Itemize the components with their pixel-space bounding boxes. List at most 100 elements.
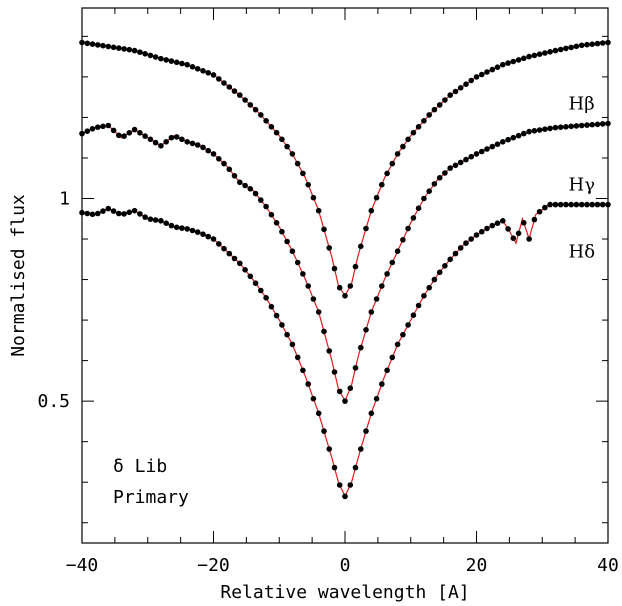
observed-point	[210, 236, 217, 242]
observed-point	[442, 263, 448, 269]
observed-point	[284, 238, 290, 245]
observed-point	[158, 218, 164, 224]
observed-point	[258, 197, 264, 203]
observed-point	[289, 248, 296, 254]
observed-point	[131, 207, 138, 214]
observed-point	[200, 144, 206, 151]
observed-point	[163, 57, 169, 63]
observed-point	[489, 66, 496, 73]
observed-point	[463, 81, 469, 87]
observed-point	[473, 232, 480, 238]
observed-point	[547, 49, 553, 55]
observed-point	[273, 220, 280, 226]
observed-point	[95, 210, 101, 217]
axis-ticks	[81, 8, 609, 543]
observed-point	[515, 132, 522, 139]
observed-point	[147, 52, 154, 59]
observed-point	[468, 77, 475, 84]
observed-point	[79, 39, 85, 46]
observed-point	[226, 166, 233, 173]
observed-point	[426, 112, 433, 118]
observed-point	[494, 220, 501, 226]
observed-point	[389, 160, 396, 167]
observed-point	[452, 162, 459, 169]
observed-point	[363, 428, 369, 434]
observed-point	[184, 61, 190, 68]
observed-point	[147, 216, 154, 222]
observed-point	[552, 124, 559, 131]
observed-point	[589, 41, 595, 47]
observed-point	[368, 410, 375, 417]
observed-point	[526, 53, 532, 60]
observed-point	[442, 97, 448, 103]
observed-point	[479, 71, 485, 78]
observed-point	[242, 267, 248, 273]
model-curve	[81, 122, 609, 403]
observed-point	[547, 125, 553, 132]
observed-point	[394, 248, 401, 254]
observed-point	[189, 227, 196, 234]
observed-point	[557, 46, 564, 53]
observed-point	[347, 482, 354, 488]
observed-point	[200, 68, 206, 74]
observed-point	[394, 341, 401, 348]
x-axis-label: Relative wavelength [A]	[220, 582, 469, 603]
observed-point	[336, 482, 343, 488]
series-label: Hδ	[569, 241, 596, 262]
observed-point	[599, 201, 606, 208]
observed-point	[315, 207, 322, 214]
observed-point	[279, 322, 285, 328]
observed-point	[594, 121, 601, 128]
observed-point	[468, 236, 475, 242]
observed-point	[405, 136, 411, 143]
observed-point	[605, 120, 611, 127]
observed-point	[284, 331, 290, 338]
observed-point	[405, 225, 411, 232]
observed-point	[168, 58, 175, 64]
observed-point	[447, 92, 454, 98]
observed-point	[294, 259, 301, 266]
observed-point	[505, 60, 511, 66]
observed-point	[426, 284, 433, 291]
observed-point	[505, 136, 511, 143]
observed-point	[194, 66, 201, 72]
observed-point	[121, 46, 127, 52]
observed-point	[599, 121, 606, 127]
observed-point	[321, 328, 327, 335]
observed-point	[473, 151, 480, 157]
observed-point	[305, 181, 312, 188]
observed-point	[331, 369, 338, 375]
observed-point	[500, 61, 506, 68]
observed-point	[578, 201, 585, 208]
observed-point	[263, 295, 269, 301]
observed-point	[79, 130, 85, 137]
observed-point	[84, 210, 91, 217]
observed-point	[400, 237, 406, 243]
observed-point	[252, 106, 259, 113]
observed-point	[342, 493, 348, 500]
observed-point	[358, 243, 364, 250]
observed-point	[447, 165, 454, 171]
observed-point	[468, 153, 475, 160]
observed-point	[578, 42, 585, 49]
observed-point	[379, 283, 385, 289]
observed-point	[252, 190, 259, 197]
observed-point	[578, 122, 585, 129]
observed-point	[100, 123, 106, 130]
observed-point	[557, 124, 564, 130]
observed-point	[279, 228, 285, 235]
observed-point	[410, 215, 417, 221]
observed-point	[100, 42, 106, 49]
observed-point	[568, 44, 574, 51]
observed-point	[536, 51, 543, 57]
observed-point	[573, 43, 580, 50]
annotation-star-name: δ Lib	[113, 456, 167, 477]
observed-point	[189, 140, 196, 147]
observed-point	[226, 250, 233, 257]
observed-point	[221, 80, 227, 86]
observed-point	[168, 134, 175, 141]
observed-point	[110, 44, 117, 51]
observed-point	[489, 143, 496, 150]
observed-point	[142, 51, 148, 57]
observed-point	[216, 76, 222, 82]
